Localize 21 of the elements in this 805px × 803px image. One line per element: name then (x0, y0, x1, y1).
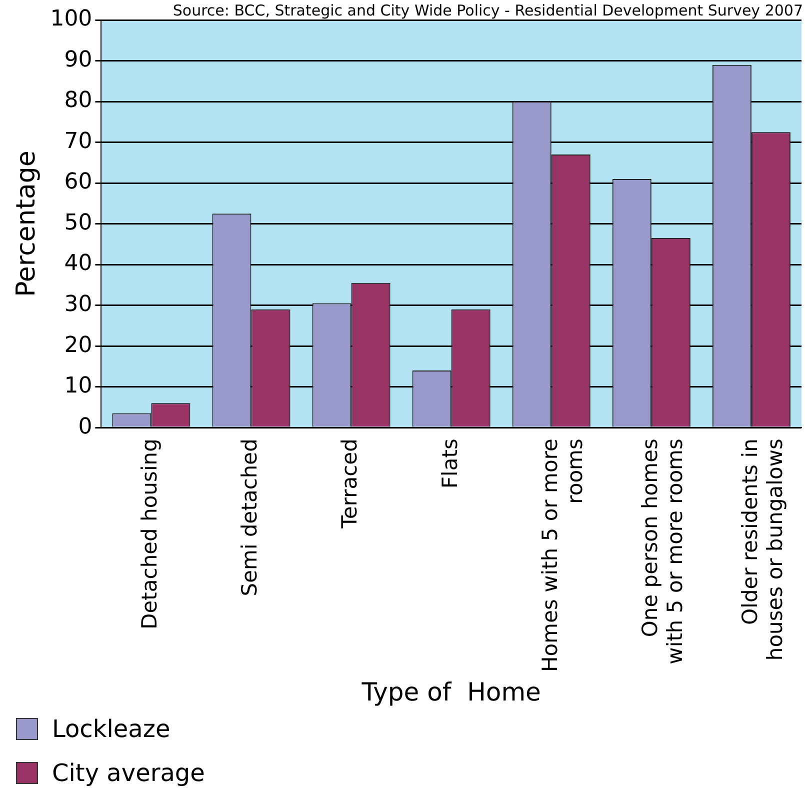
x-tick-label: Semi detached (238, 438, 262, 596)
x-tick-label: Detached housing (138, 438, 162, 630)
source-note: Source: BCC, Strategic and City Wide Policy - Residential Development Survey 2007 (172, 1, 803, 20)
x-tick-label: Homes with 5 or more rooms (538, 438, 588, 672)
y-tick-label: 0 (78, 414, 92, 440)
legend-label: Lockleaze (52, 715, 170, 743)
x-tick-label: Terraced (338, 438, 362, 530)
x-tick-label: Flats (438, 438, 462, 489)
y-tick-label: 100 (50, 6, 92, 32)
y-tick-label: 50 (64, 210, 92, 236)
y-tick-label: 10 (64, 374, 92, 399)
y-axis-title: Percentage (11, 150, 42, 297)
y-tick-label: 30 (64, 292, 92, 318)
legend-label: City average (52, 759, 205, 787)
y-tick-label: 60 (64, 170, 92, 195)
y-tick-label: 90 (64, 47, 92, 72)
x-axis-title: Type of Home (360, 678, 541, 706)
y-tick-label: 70 (64, 128, 92, 154)
y-tick-label: 20 (64, 332, 92, 358)
y-tick-label: 40 (64, 251, 92, 276)
y-tick-label: 80 (64, 88, 92, 114)
